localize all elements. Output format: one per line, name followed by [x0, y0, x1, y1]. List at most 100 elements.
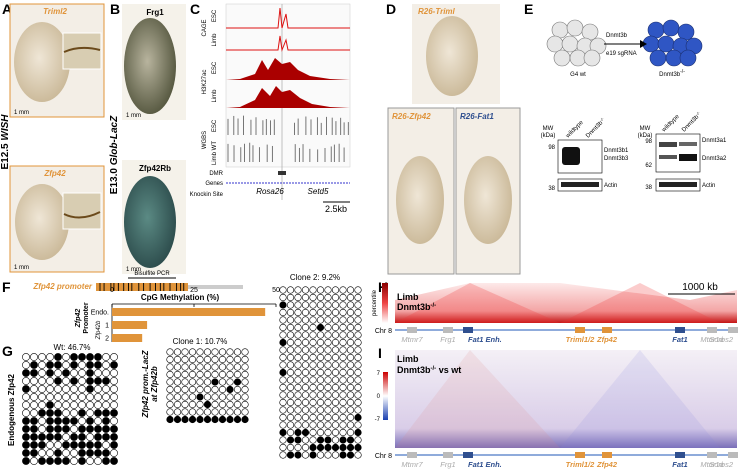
cpg-dot: [86, 441, 94, 449]
cpg-dot: [354, 353, 362, 362]
cpg-dot: [173, 355, 182, 364]
cpg-dot: [196, 378, 204, 386]
blot: [655, 133, 701, 173]
guide-label: Dnmt3b: [606, 33, 628, 39]
cpg-dot: [94, 457, 102, 465]
cpg-dot: [173, 393, 182, 401]
cpg-dot: [38, 353, 46, 361]
cpg-dot: [346, 346, 355, 354]
cpg-dot: [241, 393, 249, 401]
cpg-dot: [226, 385, 234, 394]
cpg-dot: [309, 398, 317, 407]
cell: [679, 49, 697, 67]
cpg-dot: [70, 417, 78, 425]
cpg-dot: [30, 425, 38, 433]
cpg-dot: [324, 323, 332, 332]
cpg-dot: [294, 301, 302, 309]
cpg-dot: [346, 376, 355, 384]
cpg-dot: [203, 415, 212, 424]
cpg-dot: [196, 355, 204, 364]
cpg-dot: [354, 346, 362, 354]
cpg-dot: [211, 348, 219, 356]
cpg-dot: [203, 355, 212, 364]
cpg-dot: [331, 353, 340, 362]
cpg-dot: [22, 457, 30, 465]
y-tick-label: 1: [105, 323, 109, 330]
gene-name: Zfp42: [596, 460, 618, 469]
cpg-dot: [309, 443, 317, 452]
cpg-dot: [70, 425, 78, 433]
cpg-dot: [166, 363, 174, 371]
cpg-dot: [54, 353, 62, 361]
cpg-dot: [301, 383, 310, 392]
cpg-dot: [309, 286, 317, 294]
y-tick-label: 2: [105, 336, 109, 343]
cpg-dot: [196, 393, 204, 401]
cpg-dot: [309, 421, 317, 429]
cpg-dot: [218, 393, 227, 401]
cpg-dot: [301, 301, 310, 309]
cpg-dot: [279, 293, 287, 302]
cpg-dot: [316, 443, 325, 452]
lane-label: wildtype: [660, 113, 681, 134]
cpg-dot: [286, 331, 295, 339]
cpg-dot: [102, 393, 110, 401]
band: [659, 182, 697, 187]
cell: [569, 49, 587, 67]
cpg-dot: [309, 413, 317, 422]
cell: [662, 19, 680, 37]
colorbar-tick: -7: [375, 417, 381, 423]
cpg-dot: [30, 449, 38, 457]
row-label: Knockin Site: [190, 192, 224, 198]
cpg-dot: [110, 385, 118, 393]
cpg-dot: [188, 370, 197, 379]
cpg-dot: [30, 361, 38, 369]
panel-label: A: [2, 1, 12, 17]
cpg-dot: [286, 391, 295, 399]
cpg-dot: [86, 401, 94, 409]
cpg-dot: [316, 346, 325, 354]
gene-block: [602, 452, 612, 458]
cpg-dot: [301, 286, 310, 294]
row-label: Genes: [205, 181, 223, 187]
cpg-dot: [354, 443, 362, 452]
cpg-dot: [339, 353, 347, 362]
cpg-dot: [226, 408, 234, 416]
cpg-dot: [203, 370, 212, 379]
cpg-dot: [294, 286, 302, 294]
cpg-dot: [30, 401, 38, 409]
cpg-dot: [218, 415, 227, 424]
genome-browser: C CAGE H3K27ac WGBS ESC Limb ESC Limb ES…: [190, 1, 351, 214]
cpg-dot: [279, 361, 287, 369]
construct-label: R26-Zfp42: [392, 112, 431, 121]
scale-label: 1 mm: [126, 113, 141, 119]
cpg-dot: [102, 409, 110, 417]
cpg-dot: [203, 385, 212, 394]
cpg-dot: [331, 436, 340, 444]
cpg-dot: [86, 377, 94, 385]
cpg-dot: [181, 363, 189, 371]
cpg-dot: [30, 441, 38, 449]
lane-label: Dnmt3b-/-: [584, 116, 608, 140]
cpg-dot: [62, 353, 70, 361]
cpg-dot: [70, 401, 78, 409]
cpg-dot: [54, 361, 62, 369]
band: [562, 147, 580, 165]
cpg-dot: [331, 421, 340, 429]
cpg-dot: [218, 363, 227, 371]
panel-label: G: [2, 343, 13, 359]
cpg-dot: [78, 457, 86, 465]
inset: [62, 192, 102, 230]
bar: [112, 308, 266, 316]
cpg-dot: [294, 331, 302, 339]
cpg-dot: [346, 286, 355, 294]
cpg-dot: [324, 398, 332, 407]
cpg-dot: [294, 316, 302, 324]
cpg-dot: [331, 316, 340, 324]
cpg-dot: [331, 338, 340, 347]
panel-label: F: [2, 279, 11, 295]
cpg-dot: [301, 413, 310, 422]
cpg-dot: [354, 368, 362, 377]
cpg-dot: [331, 323, 340, 332]
band-label: Dnmt3b3: [604, 156, 629, 162]
